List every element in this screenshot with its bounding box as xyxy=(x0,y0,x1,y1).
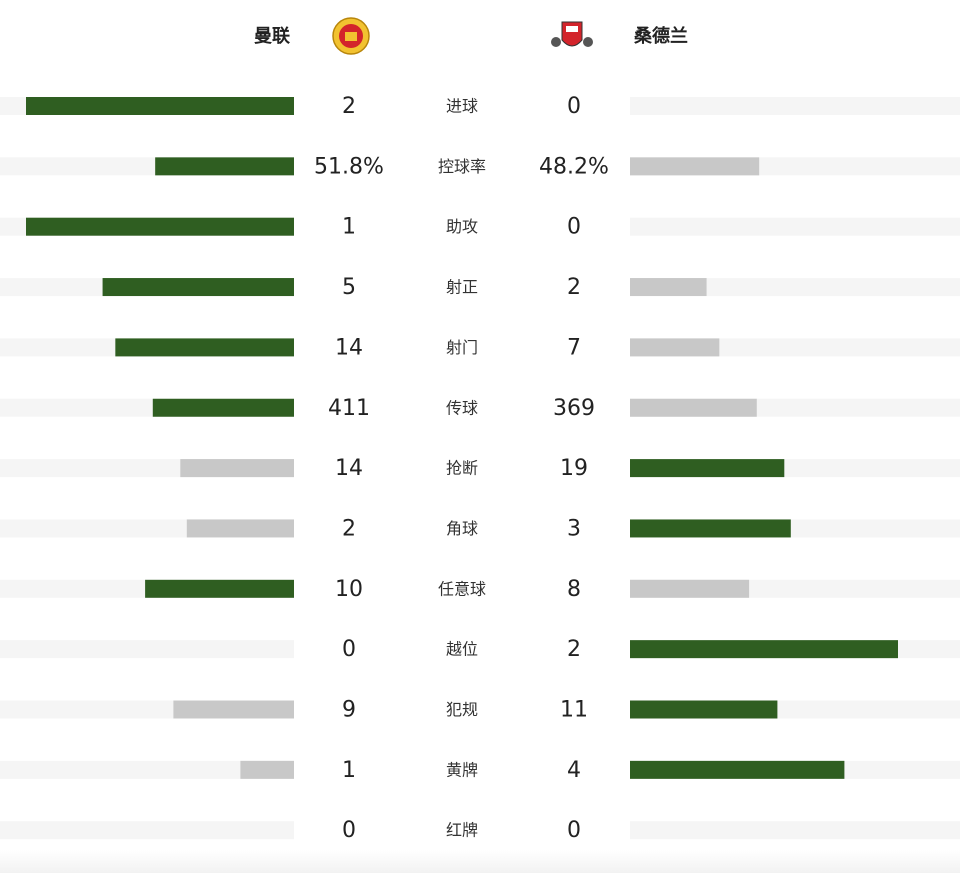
home-team: 曼联 xyxy=(254,26,290,47)
home-bar xyxy=(26,97,294,115)
away-bar xyxy=(630,338,720,357)
home-track xyxy=(0,760,294,779)
away-value: 0 xyxy=(567,215,581,240)
stat-label: 红牌 xyxy=(446,821,478,840)
home-bar xyxy=(180,459,294,478)
home-bar xyxy=(240,760,294,779)
away-value: 7 xyxy=(567,335,581,360)
away-value: 3 xyxy=(567,516,581,541)
home-value: 2 xyxy=(342,516,356,541)
home-value: 14 xyxy=(335,335,363,360)
away-track xyxy=(630,821,960,840)
home-value: 1 xyxy=(342,758,356,783)
away-bar xyxy=(630,398,757,417)
away-track xyxy=(630,97,960,115)
home-value: 2 xyxy=(342,94,356,119)
away-bar xyxy=(630,700,778,719)
stat-label: 进球 xyxy=(446,97,478,116)
stat-label: 任意球 xyxy=(438,579,486,598)
bottom-fade xyxy=(0,850,960,873)
home-value: 0 xyxy=(342,637,356,662)
stat-label: 犯规 xyxy=(446,700,478,719)
home-bar xyxy=(115,338,294,357)
stat-label: 越位 xyxy=(446,640,478,659)
home-value: 411 xyxy=(328,396,370,421)
stat-label: 射门 xyxy=(446,338,478,357)
home-value: 0 xyxy=(342,818,356,843)
away-track xyxy=(630,217,960,236)
home-value: 10 xyxy=(335,577,363,602)
away-value: 4 xyxy=(567,758,581,783)
home-logo xyxy=(332,17,370,55)
home-bar xyxy=(102,278,294,297)
away-value: 0 xyxy=(567,94,581,119)
away-bar xyxy=(630,157,760,176)
home-bar xyxy=(186,519,294,538)
home-value: 51.8% xyxy=(314,154,384,179)
home-value: 1 xyxy=(342,215,356,240)
away-bar xyxy=(630,579,750,598)
away-bar xyxy=(630,760,845,779)
away-value: 48.2% xyxy=(539,154,609,179)
home-track xyxy=(0,640,294,659)
home-bar xyxy=(26,217,294,236)
away-value: 11 xyxy=(560,698,588,723)
stat-label: 角球 xyxy=(446,519,478,538)
home-bar xyxy=(152,398,294,417)
away-track xyxy=(630,278,960,297)
home-track xyxy=(0,821,294,840)
stat-label: 助攻 xyxy=(446,217,478,236)
stat-label: 黄牌 xyxy=(446,760,478,779)
away-value: 8 xyxy=(567,577,581,602)
home-bar xyxy=(173,700,294,719)
away-bar xyxy=(630,640,898,659)
stat-label: 传球 xyxy=(446,398,478,417)
away-value: 369 xyxy=(553,396,595,421)
away-bar xyxy=(630,278,707,297)
away-value: 19 xyxy=(560,456,588,481)
away-value: 2 xyxy=(567,637,581,662)
away-bar xyxy=(630,519,791,538)
home-value: 9 xyxy=(342,698,356,723)
home-bar xyxy=(155,157,294,176)
away-value: 0 xyxy=(567,818,581,843)
away-logo xyxy=(551,21,593,47)
home-bar xyxy=(145,579,294,598)
stat-label: 抢断 xyxy=(446,459,478,478)
away-team: 桑德兰 xyxy=(634,25,688,47)
away-bar xyxy=(630,459,785,478)
stat-label: 射正 xyxy=(446,278,478,297)
stat-label: 控球率 xyxy=(438,157,486,176)
away-value: 2 xyxy=(567,275,581,300)
home-value: 5 xyxy=(342,275,356,300)
home-value: 14 xyxy=(335,456,363,481)
